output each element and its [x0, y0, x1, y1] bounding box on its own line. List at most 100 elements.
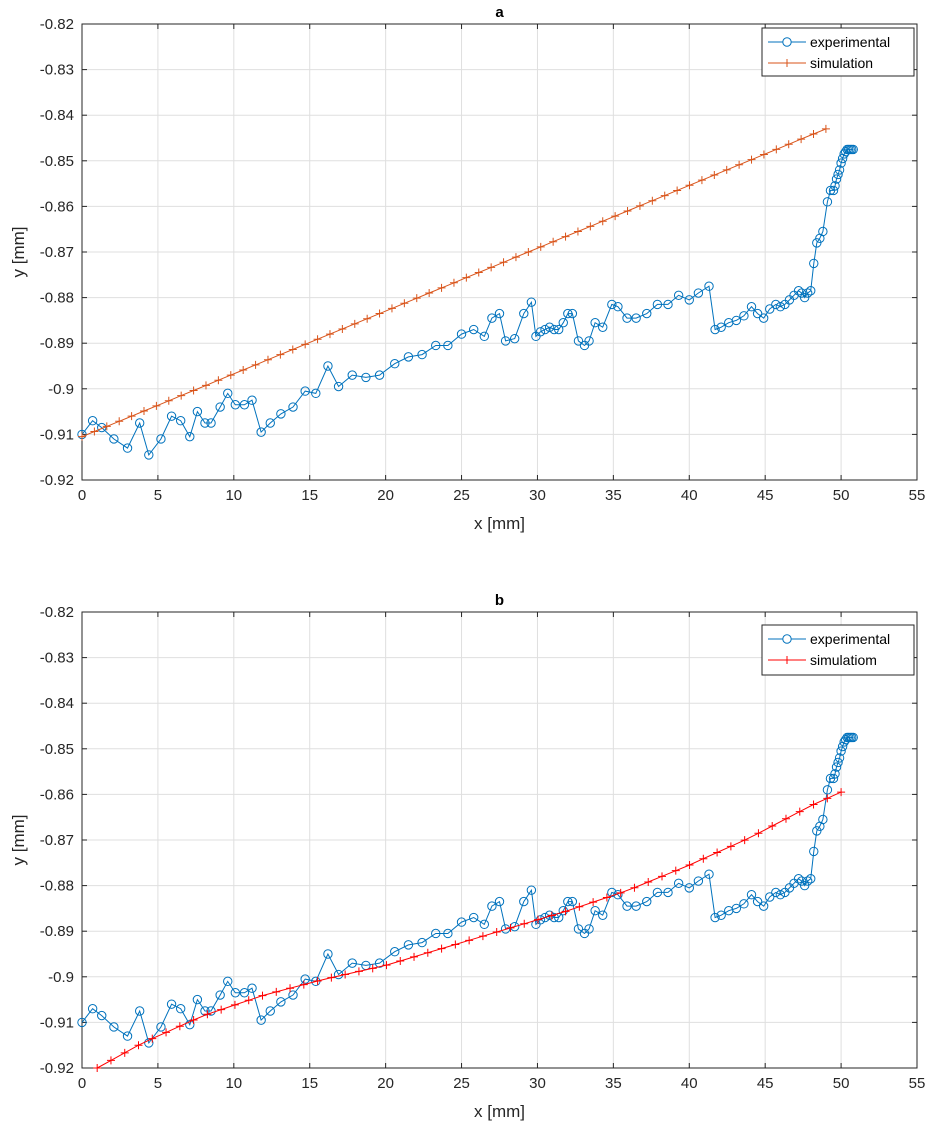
data-point [239, 988, 250, 998]
data-point [400, 299, 409, 308]
data-point [775, 302, 786, 312]
data-point [382, 961, 391, 970]
data-point [795, 807, 804, 816]
data-point [479, 919, 490, 930]
data-point [437, 283, 446, 292]
data-point [431, 928, 441, 939]
data-point [487, 901, 497, 911]
x-tick-label: 0 [78, 1075, 86, 1092]
data-point [796, 288, 807, 298]
data-point [230, 1000, 239, 1009]
data-point [431, 340, 441, 351]
data-point [716, 322, 726, 332]
data-point [731, 903, 742, 914]
data-point [288, 345, 297, 354]
data-point [313, 335, 322, 344]
data-point [152, 401, 161, 410]
data-point [396, 957, 405, 966]
legend-box [761, 624, 915, 676]
data-point [573, 336, 584, 346]
data-point [833, 757, 843, 768]
data-point [716, 910, 726, 920]
data-point [226, 371, 235, 380]
data-point [536, 242, 545, 251]
data-point [361, 372, 371, 383]
data-point [554, 324, 564, 335]
data-point [673, 290, 684, 301]
data-point [78, 432, 86, 441]
x-axis-label: x [mm] [474, 1102, 525, 1121]
data-point [710, 912, 720, 923]
data-point [500, 336, 511, 346]
data-point [185, 431, 195, 442]
data-point [127, 412, 136, 421]
data-point [652, 299, 663, 310]
data-point [263, 355, 272, 364]
data-point [177, 391, 186, 400]
legend-label-experimental: experimental [810, 34, 890, 50]
data-point [239, 365, 248, 374]
x-tick-label: 30 [529, 1075, 546, 1092]
data-point [524, 248, 533, 256]
data-point [644, 878, 653, 887]
y-tick-label: -0.91 [40, 426, 74, 443]
data-point [206, 1006, 216, 1016]
y-tick-label: -0.92 [40, 472, 74, 489]
data-point [368, 964, 377, 973]
data-point [658, 872, 667, 881]
data-point [663, 299, 673, 310]
data-point [286, 984, 295, 993]
data-point [387, 304, 396, 313]
data-point [771, 299, 781, 310]
data-point [598, 322, 608, 332]
data-point [704, 869, 714, 879]
chart-panel-b: 0 5 10 15 20 25 30 35 40 45 50 55 -0.92 -0.91 -0.9 -0.8… [9, 592, 925, 1121]
data-point [230, 400, 241, 410]
data-point [77, 1017, 87, 1028]
data-point [374, 370, 385, 380]
data-point [772, 145, 781, 154]
data-point [547, 911, 556, 920]
data-point [590, 905, 600, 916]
data-point [134, 1041, 143, 1050]
data-point [256, 427, 266, 437]
data-point [799, 292, 810, 303]
x-tick-label: 5 [154, 487, 162, 504]
data-point [192, 406, 203, 417]
data-point [613, 302, 623, 312]
data-point [456, 329, 467, 339]
data-point [374, 958, 385, 968]
chart-title: b [495, 592, 504, 609]
data-point [203, 1010, 212, 1019]
data-point [693, 876, 704, 886]
data-point [134, 418, 145, 428]
data-point [474, 268, 483, 277]
data-point [156, 434, 166, 444]
y-axis-label: y [mm] [9, 815, 28, 866]
x-tick-label: 35 [605, 487, 622, 504]
data-point [215, 402, 225, 412]
data-point [139, 407, 148, 416]
y-tick-label: -0.88 [40, 878, 74, 895]
data-point [663, 887, 673, 898]
legend-marker [783, 656, 791, 664]
data-point [443, 928, 453, 939]
data-point [276, 997, 286, 1007]
y-tick-label: -0.86 [40, 786, 74, 803]
data-point [631, 901, 641, 911]
data-point [631, 313, 641, 323]
data-point [831, 762, 842, 772]
x-axis-label: x [mm] [474, 514, 525, 533]
data-point [660, 191, 669, 200]
data-point [449, 278, 458, 287]
legend-marker [783, 59, 791, 67]
data-point [630, 883, 639, 892]
data-point [511, 253, 520, 262]
data-point [347, 370, 357, 380]
data-point [97, 422, 107, 433]
data-point [288, 402, 298, 412]
data-point [189, 1015, 198, 1024]
data-point [831, 174, 842, 184]
data-point [350, 319, 359, 328]
data-point [848, 732, 858, 743]
